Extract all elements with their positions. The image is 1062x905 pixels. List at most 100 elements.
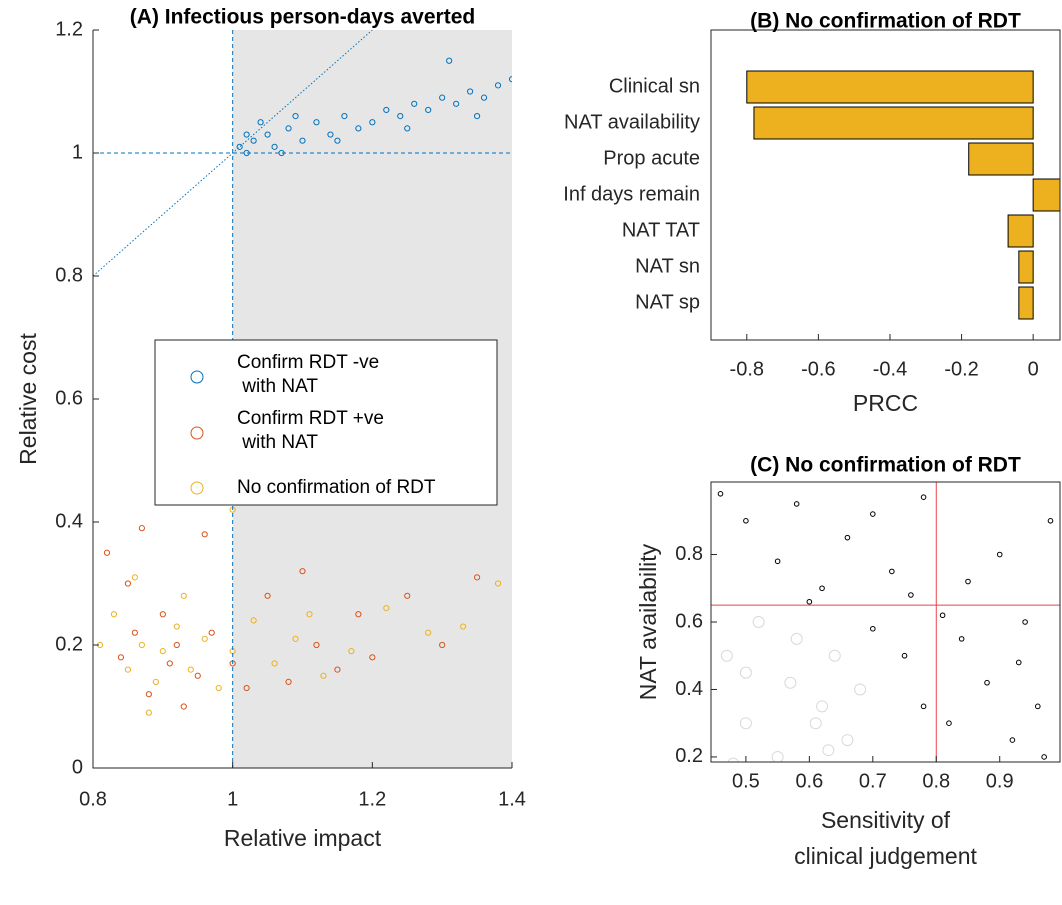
point [908, 592, 914, 598]
point [103, 549, 111, 556]
y-tick-label: 0.6 [55, 387, 83, 409]
panel: 0.8 1 1.2 1.4 0 0.2 0.4 0.6 0.8 1 1.2 (A) Infectiou… [15, 6, 526, 852]
point [1041, 754, 1047, 760]
point [243, 684, 250, 692]
y-tick-label: 1 [72, 141, 83, 163]
point [828, 649, 841, 662]
x-tick-label: 1.4 [498, 788, 526, 810]
point [854, 683, 867, 696]
point [201, 635, 208, 642]
point [720, 649, 733, 662]
point [793, 501, 800, 507]
point [844, 534, 851, 541]
point [473, 574, 481, 581]
point [752, 616, 765, 628]
point [743, 517, 749, 524]
point [494, 82, 502, 89]
point [984, 679, 990, 686]
point [243, 131, 250, 138]
point [920, 494, 927, 500]
legend-label: No confirmation of RDT [237, 477, 436, 498]
point [299, 568, 306, 575]
category-label: Prop acute [603, 147, 700, 169]
point [201, 531, 208, 538]
point [320, 672, 327, 679]
point [809, 717, 822, 730]
legend-marker [190, 426, 204, 440]
point [439, 94, 446, 101]
y-tick-label: 0.2 [675, 745, 703, 767]
x-tick-label: -0.4 [873, 358, 907, 380]
point [972, 772, 977, 777]
category-label: NAT sp [635, 291, 700, 313]
point [439, 641, 446, 649]
y-tick-label: 0.8 [675, 543, 703, 565]
point [110, 611, 118, 618]
point [771, 750, 784, 762]
point [870, 625, 876, 632]
legend-label: Confirm RDT +ve with NAT [237, 408, 384, 453]
point [166, 660, 173, 667]
chart-title: (A) Infectious person-days averted [130, 6, 475, 29]
point [348, 648, 355, 655]
point [257, 119, 264, 126]
point [250, 617, 257, 624]
y-axis-label: NAT availability [635, 543, 661, 700]
point [145, 709, 152, 716]
point [334, 666, 341, 673]
point [901, 652, 908, 659]
x-tick-label: 0.9 [986, 770, 1014, 792]
point [355, 611, 362, 618]
point [383, 605, 390, 612]
axis-frame [92, 30, 512, 769]
x-tick-label: -0.8 [730, 358, 764, 380]
bar [1032, 178, 1060, 212]
x-tick-label: 0.6 [795, 770, 823, 792]
y-tick-label: 1.2 [55, 18, 83, 40]
y-tick-label: 0.2 [55, 633, 83, 655]
point [159, 648, 166, 655]
point [173, 623, 180, 630]
category-label: NAT sn [635, 255, 700, 277]
point [264, 131, 271, 138]
plot-area [746, 70, 1060, 320]
point [173, 641, 180, 649]
x-tick-label: 0.8 [79, 788, 107, 810]
point [124, 580, 132, 587]
point [383, 106, 390, 114]
x-tick-label: 0.7 [859, 770, 887, 792]
point [236, 143, 243, 150]
point [180, 592, 187, 599]
y-tick-label: 0.4 [675, 678, 703, 700]
x-axis-label: Relative impact [224, 825, 382, 851]
point [717, 491, 724, 497]
bar [1018, 286, 1034, 320]
point [145, 691, 152, 698]
panel: 0.5 0.6 0.7 0.8 0.9 0.2 0.4 0.6 0.8 (C) No confir… [635, 454, 1061, 869]
point [425, 629, 432, 636]
point [494, 580, 502, 587]
point [159, 611, 166, 618]
legend-box [154, 339, 498, 506]
point [965, 578, 971, 585]
x-tick-label: 0 [1028, 358, 1039, 380]
y-axis-label: Relative cost [15, 333, 41, 465]
point [369, 654, 376, 661]
point [1055, 782, 1060, 787]
point [806, 598, 813, 605]
bar [1018, 250, 1034, 284]
point [1034, 703, 1041, 710]
point [334, 137, 341, 144]
bar [1007, 214, 1034, 248]
point [996, 551, 1003, 558]
point [271, 660, 278, 667]
plot-area [711, 482, 1060, 787]
point [264, 592, 271, 599]
point [285, 678, 292, 686]
category-label: NAT TAT [622, 219, 700, 241]
point [180, 703, 187, 710]
point [397, 113, 404, 120]
point [250, 137, 257, 144]
chart-title: (C) No confirmation of RDT [750, 454, 1021, 477]
